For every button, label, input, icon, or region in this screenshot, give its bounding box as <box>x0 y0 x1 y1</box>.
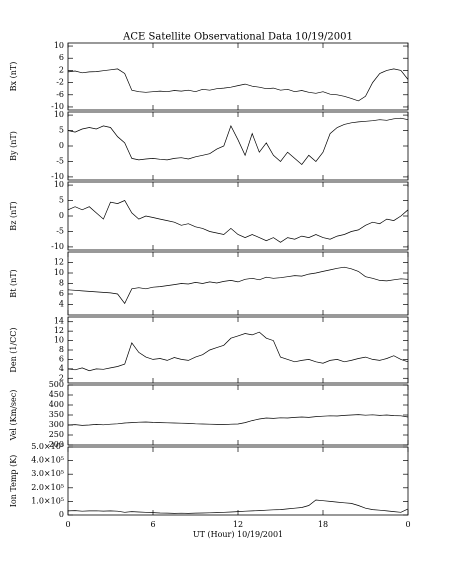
y-tick-label: 12 <box>54 326 64 335</box>
data-line <box>67 68 409 102</box>
y-tick-label: 5 <box>59 196 64 205</box>
y-tick-label: 8 <box>59 345 64 354</box>
y-axis-label: Bt (nT) <box>9 269 18 297</box>
y-tick-label: 3.0×10⁵ <box>31 469 64 478</box>
data-line <box>67 117 409 166</box>
x-axis-label: UT (Hour) 10/19/2001 <box>193 530 283 539</box>
x-tick-label: 6 <box>150 520 155 529</box>
x-tick-label: 18 <box>318 520 328 529</box>
y-tick-label: 400 <box>49 400 64 409</box>
y-tick-label: 0 <box>59 141 64 150</box>
data-line <box>67 414 409 426</box>
y-tick-label: 10 <box>54 41 64 50</box>
y-tick-label: 10 <box>54 336 64 345</box>
y-tick-label: 12 <box>54 258 64 267</box>
y-tick-label: 6 <box>59 289 64 298</box>
y-tick-label: 5.0×10⁵ <box>31 442 64 451</box>
y-tick-label: 350 <box>49 410 64 419</box>
y-axis-label: By (nT) <box>9 131 18 161</box>
panel-frame <box>67 251 409 316</box>
y-tick-label: 6 <box>59 53 64 62</box>
y-axis-label: Bx (nT) <box>9 62 18 92</box>
y-tick-label: 4 <box>59 364 64 373</box>
panel-frame <box>67 316 409 384</box>
panel-frame <box>67 42 409 111</box>
y-tick-label: 500 <box>49 380 64 389</box>
y-tick-label: 8 <box>59 279 64 288</box>
y-tick-label: 2 <box>59 373 64 382</box>
y-tick-label: 5 <box>59 126 64 135</box>
data-line <box>67 499 409 514</box>
data-line <box>67 331 409 372</box>
y-tick-label: -2 <box>56 78 64 87</box>
y-tick-label: 10 <box>54 180 64 189</box>
chart-title: ACE Satellite Observational Data 10/19/2… <box>122 32 353 43</box>
data-line <box>67 266 409 305</box>
panel-frame <box>67 181 409 251</box>
y-tick-label: 2.0×10⁵ <box>31 483 64 492</box>
y-tick-label: -5 <box>56 226 64 235</box>
y-tick-label: 6 <box>59 354 64 363</box>
data-line <box>67 200 409 243</box>
y-axis-label: Ion Temp (K) <box>9 455 18 508</box>
y-tick-label: -10 <box>51 172 64 181</box>
y-tick-label: 0 <box>59 211 64 220</box>
y-axis-label: Den (1/CC) <box>9 327 18 372</box>
y-tick-label: 250 <box>49 430 64 439</box>
y-axis-label: Bz (nT) <box>9 201 18 230</box>
y-tick-label: 14 <box>54 317 64 326</box>
y-axis-label: Vel (Km/sec) <box>9 390 18 442</box>
y-tick-label: -10 <box>51 102 64 111</box>
y-tick-label: 10 <box>54 268 64 277</box>
y-tick-label: 4 <box>59 300 64 309</box>
y-tick-label: 10 <box>54 110 64 119</box>
y-tick-label: 4.0×10⁵ <box>31 456 64 465</box>
x-tick-label: 0 <box>65 520 70 529</box>
y-tick-label: -6 <box>56 90 64 99</box>
y-tick-label: 0 <box>59 510 64 519</box>
y-tick-label: 200 <box>49 440 64 449</box>
x-tick-label: 0 <box>405 520 410 529</box>
y-tick-label: -5 <box>56 156 64 165</box>
y-tick-label: -10 <box>51 242 64 251</box>
x-tick-label: 12 <box>233 520 243 529</box>
y-tick-label: 450 <box>49 390 64 399</box>
y-tick-label: 300 <box>49 420 64 429</box>
y-tick-label: 1.0×10⁵ <box>31 496 64 505</box>
y-tick-label: 2 <box>59 65 64 74</box>
